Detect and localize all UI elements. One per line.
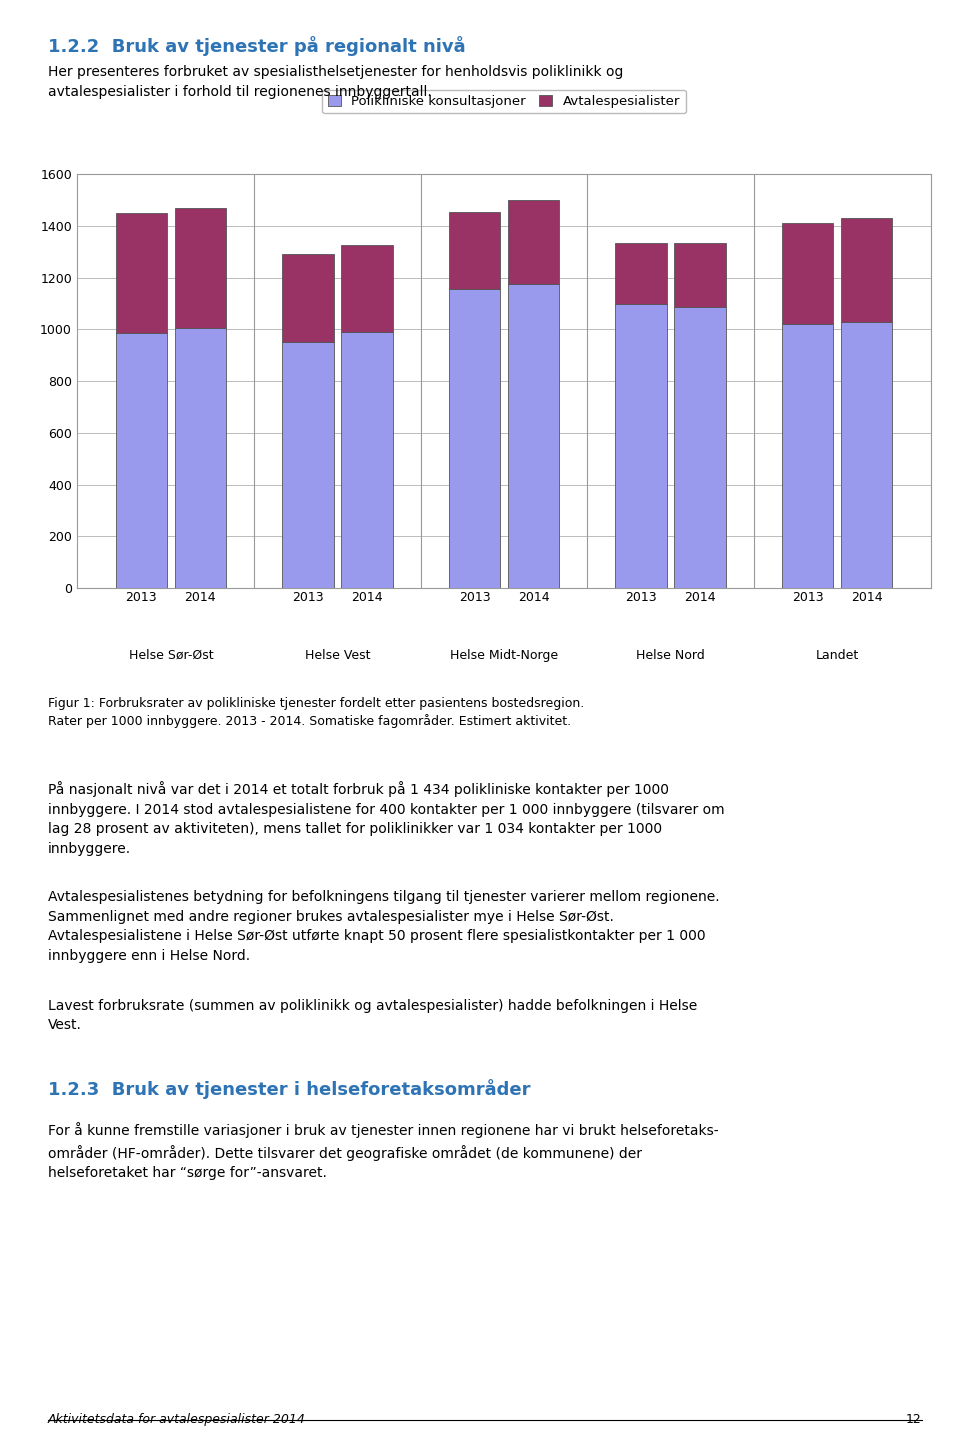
Bar	[781, 324, 833, 588]
Bar	[341, 245, 393, 333]
Bar	[674, 242, 726, 308]
Bar	[841, 218, 893, 322]
Bar	[115, 213, 167, 334]
Bar	[175, 328, 227, 588]
Text: Helse Sør-Øst: Helse Sør-Øst	[129, 649, 213, 662]
Bar	[615, 303, 667, 588]
Text: Aktivitetsdata for avtalespesialister 2014: Aktivitetsdata for avtalespesialister 20…	[48, 1413, 306, 1426]
Bar	[674, 308, 726, 588]
Text: Landet: Landet	[815, 649, 858, 662]
Bar	[615, 242, 667, 303]
Text: 1.2.2  Bruk av tjenester på regionalt nivå: 1.2.2 Bruk av tjenester på regionalt niv…	[48, 36, 466, 57]
Bar	[175, 208, 227, 328]
Text: For å kunne fremstille variasjoner i bruk av tjenester innen regionene har vi br: For å kunne fremstille variasjoner i bru…	[48, 1122, 719, 1180]
Text: Helse Midt-Norge: Helse Midt-Norge	[450, 649, 558, 662]
Legend: Polikliniske konsultasjoner, Avtalespesialister: Polikliniske konsultasjoner, Avtalespesi…	[323, 90, 685, 113]
Bar	[508, 200, 560, 285]
Bar	[841, 322, 893, 588]
Bar	[448, 212, 500, 289]
Text: På nasjonalt nivå var det i 2014 et totalt forbruk på 1 434 polikliniske kontakt: På nasjonalt nivå var det i 2014 et tota…	[48, 781, 725, 855]
Text: Figur 1: Forbruksrater av polikliniske tjenester fordelt etter pasientens bosted: Figur 1: Forbruksrater av polikliniske t…	[48, 697, 585, 729]
Text: Helse Vest: Helse Vest	[304, 649, 371, 662]
Text: 1.2.3  Bruk av tjenester i helseforetaksområder: 1.2.3 Bruk av tjenester i helseforetakso…	[48, 1079, 531, 1099]
Text: Lavest forbruksrate (summen av poliklinikk og avtalespesialister) hadde befolkni: Lavest forbruksrate (summen av poliklini…	[48, 999, 697, 1032]
Text: Her presenteres forbruket av spesialisthelsetjenester for henholdsvis poliklinik: Her presenteres forbruket av spesialisth…	[48, 65, 623, 99]
Text: Avtalespesialistenes betydning for befolkningens tilgang til tjenester varierer : Avtalespesialistenes betydning for befol…	[48, 890, 720, 963]
Bar	[508, 285, 560, 588]
Bar	[781, 224, 833, 324]
Text: 12: 12	[906, 1413, 922, 1426]
Bar	[282, 343, 334, 588]
Bar	[341, 333, 393, 588]
Text: Helse Nord: Helse Nord	[636, 649, 705, 662]
Bar	[282, 254, 334, 343]
Bar	[448, 289, 500, 588]
Bar	[115, 334, 167, 588]
